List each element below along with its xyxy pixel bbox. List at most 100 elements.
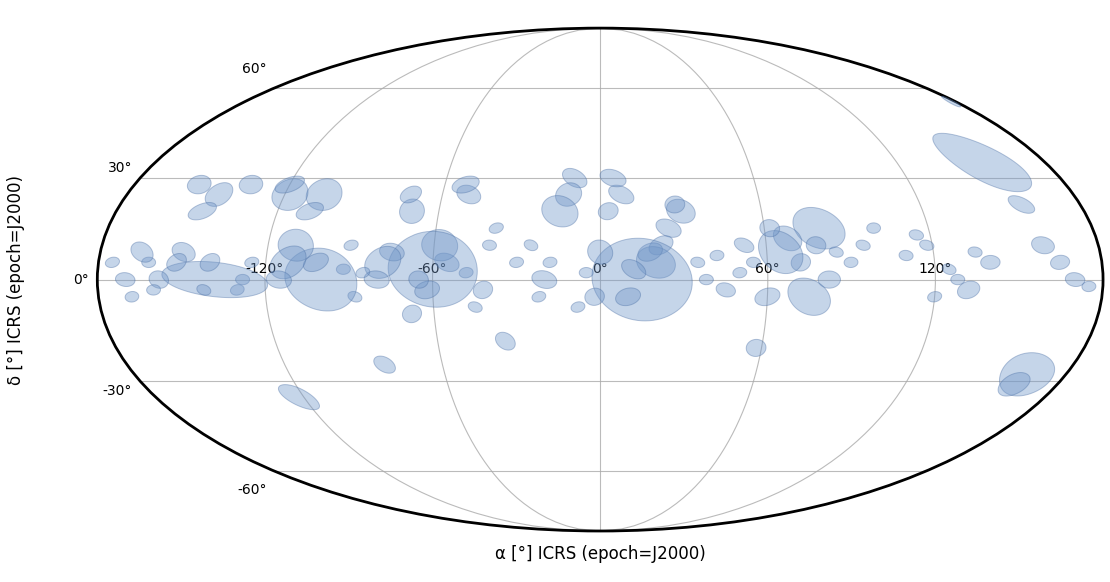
Polygon shape — [616, 288, 640, 306]
Polygon shape — [1082, 281, 1096, 292]
Polygon shape — [690, 257, 705, 268]
Polygon shape — [941, 96, 961, 107]
Polygon shape — [162, 261, 268, 297]
Polygon shape — [408, 271, 428, 288]
Polygon shape — [656, 219, 682, 237]
Polygon shape — [403, 305, 422, 322]
Polygon shape — [235, 274, 250, 285]
Polygon shape — [919, 240, 934, 250]
Polygon shape — [556, 183, 582, 206]
Polygon shape — [999, 353, 1054, 396]
Polygon shape — [275, 176, 304, 193]
Polygon shape — [490, 223, 503, 233]
Polygon shape — [270, 246, 306, 279]
Polygon shape — [579, 268, 593, 278]
Polygon shape — [296, 203, 323, 220]
Polygon shape — [266, 271, 292, 288]
Polygon shape — [509, 257, 524, 268]
Polygon shape — [401, 186, 422, 203]
Polygon shape — [622, 260, 646, 279]
Polygon shape — [452, 176, 480, 193]
Polygon shape — [365, 246, 401, 278]
Polygon shape — [205, 183, 233, 207]
Polygon shape — [347, 292, 362, 302]
Polygon shape — [336, 264, 351, 274]
Polygon shape — [829, 247, 844, 257]
Polygon shape — [188, 175, 211, 194]
Polygon shape — [115, 272, 135, 286]
Polygon shape — [279, 385, 320, 410]
Polygon shape — [189, 203, 216, 220]
Polygon shape — [788, 278, 830, 315]
Polygon shape — [844, 257, 858, 268]
Polygon shape — [958, 281, 980, 299]
Polygon shape — [306, 179, 342, 211]
Polygon shape — [149, 271, 169, 288]
Polygon shape — [951, 274, 965, 285]
Polygon shape — [665, 196, 685, 213]
Polygon shape — [699, 274, 714, 285]
Polygon shape — [532, 271, 557, 289]
Polygon shape — [364, 271, 390, 288]
Polygon shape — [710, 250, 724, 261]
Polygon shape — [285, 248, 356, 311]
Polygon shape — [483, 240, 496, 250]
Polygon shape — [733, 268, 747, 278]
Polygon shape — [344, 240, 359, 250]
Polygon shape — [1031, 237, 1054, 254]
Polygon shape — [166, 254, 186, 271]
Polygon shape — [598, 203, 618, 220]
Polygon shape — [806, 237, 826, 254]
Polygon shape — [998, 372, 1030, 396]
Polygon shape — [735, 238, 754, 253]
Polygon shape — [1008, 196, 1035, 213]
Polygon shape — [374, 356, 395, 373]
Polygon shape — [196, 285, 211, 295]
Polygon shape — [473, 281, 493, 299]
Polygon shape — [495, 332, 515, 350]
Polygon shape — [460, 268, 473, 278]
Polygon shape — [909, 230, 924, 240]
Polygon shape — [244, 257, 259, 268]
Polygon shape — [272, 179, 307, 211]
Polygon shape — [542, 196, 578, 227]
Polygon shape — [532, 292, 546, 302]
Polygon shape — [356, 267, 370, 278]
Polygon shape — [468, 302, 482, 313]
Polygon shape — [147, 285, 161, 295]
Polygon shape — [791, 254, 810, 271]
Y-axis label: δ [°] ICRS (epoch=J2000): δ [°] ICRS (epoch=J2000) — [7, 175, 24, 385]
Polygon shape — [716, 283, 736, 297]
Polygon shape — [638, 243, 663, 261]
Polygon shape — [774, 226, 801, 251]
Polygon shape — [142, 257, 155, 268]
Polygon shape — [608, 185, 634, 204]
Polygon shape — [585, 288, 604, 306]
Polygon shape — [601, 169, 626, 187]
X-axis label: α [°] ICRS (epoch=J2000): α [°] ICRS (epoch=J2000) — [495, 545, 706, 563]
Polygon shape — [563, 168, 587, 187]
Polygon shape — [388, 232, 477, 307]
Polygon shape — [279, 229, 313, 261]
Polygon shape — [793, 207, 845, 249]
Polygon shape — [524, 240, 538, 251]
Polygon shape — [649, 236, 673, 255]
Polygon shape — [592, 238, 693, 321]
Polygon shape — [636, 247, 675, 278]
Polygon shape — [415, 281, 440, 299]
Polygon shape — [760, 219, 779, 237]
Polygon shape — [380, 243, 404, 261]
Polygon shape — [457, 185, 481, 204]
Polygon shape — [105, 257, 120, 268]
Polygon shape — [747, 257, 760, 268]
Polygon shape — [131, 242, 153, 262]
Polygon shape — [942, 264, 956, 275]
Polygon shape — [746, 339, 766, 356]
Polygon shape — [928, 292, 941, 302]
Polygon shape — [240, 175, 263, 194]
Polygon shape — [543, 257, 557, 268]
Polygon shape — [899, 250, 914, 261]
Polygon shape — [980, 255, 1000, 269]
Polygon shape — [400, 199, 424, 223]
Polygon shape — [758, 230, 803, 274]
